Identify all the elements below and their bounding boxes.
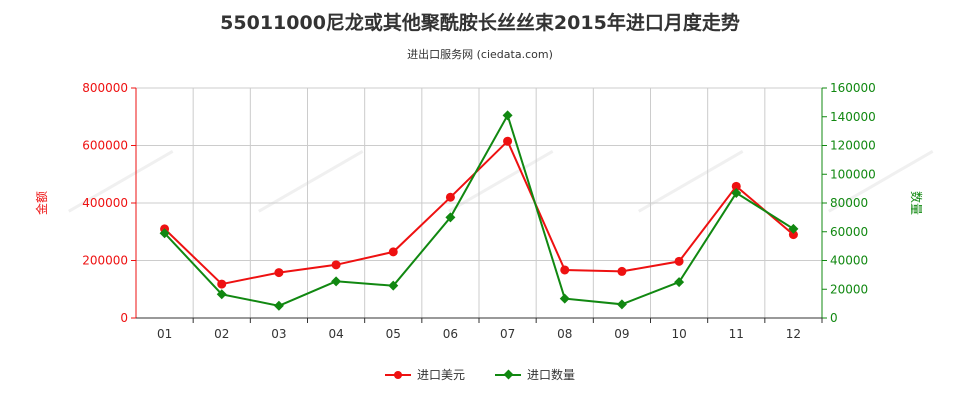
- left-tick-label: 800000: [82, 81, 128, 95]
- grid: [135, 87, 823, 319]
- x-tick-label: 04: [328, 327, 343, 341]
- data-point-import-quantity: [674, 277, 685, 288]
- legend-swatch-circle-icon: [384, 370, 411, 380]
- x-tick-label: 08: [557, 327, 572, 341]
- x-axis-ticks: 01 02 03 04 05 06 07 08 09 10 11 12: [157, 318, 823, 341]
- data-point-import-quantity: [502, 110, 513, 121]
- data-point-import-usd: [217, 279, 227, 289]
- watermark-stripe: [68, 150, 174, 213]
- x-tick-label: 10: [671, 327, 686, 341]
- right-tick-label: 80000: [830, 196, 868, 210]
- right-tick-label: 140000: [830, 110, 876, 124]
- data-point-import-quantity: [731, 187, 742, 198]
- data-point-import-usd: [617, 266, 627, 276]
- data-point-import-quantity: [216, 289, 227, 300]
- data-point-import-quantity: [331, 276, 342, 287]
- data-point-import-usd: [445, 192, 455, 202]
- data-point-import-usd: [731, 181, 741, 191]
- chart-title: 55011000尼龙或其他聚酰胺长丝丝束2015年进口月度走势: [220, 12, 740, 34]
- x-tick-label: 02: [214, 327, 229, 341]
- right-tick-label: 0: [830, 311, 838, 325]
- right-tick-label: 60000: [830, 225, 868, 239]
- legend: 进口美元 进口数量: [0, 366, 960, 383]
- right-axis-label: 数量: [909, 191, 924, 215]
- right-axis-ticks: 0 20000 40000 60000 80000 100000 120000 140000 1…: [822, 81, 876, 325]
- data-point-import-usd: [331, 260, 341, 270]
- chart-subtitle: 进出口服务网 (ciedata.com): [407, 48, 553, 61]
- data-point-import-usd: [560, 265, 570, 275]
- data-point-import-usd: [388, 247, 398, 257]
- right-tick-label: 160000: [830, 81, 876, 95]
- series-line-import-quantity: [163, 112, 794, 307]
- data-point-import-quantity: [388, 280, 399, 291]
- right-tick-label: 120000: [830, 139, 876, 153]
- x-tick-label: 11: [729, 327, 744, 341]
- data-point-import-usd: [788, 230, 798, 240]
- x-tick-label: 09: [614, 327, 629, 341]
- left-tick-label: 0: [120, 311, 128, 325]
- left-tick-label: 600000: [82, 139, 128, 153]
- right-tick-label: 40000: [830, 254, 868, 268]
- legend-item-import-usd[interactable]: 进口美元: [384, 366, 465, 383]
- left-tick-label: 200000: [82, 254, 128, 268]
- data-point-import-usd: [674, 256, 684, 266]
- watermark-stripe: [258, 150, 364, 213]
- data-point-import-quantity: [159, 228, 170, 239]
- x-tick-label: 12: [786, 327, 801, 341]
- data-point-import-quantity: [445, 212, 456, 223]
- data-point-import-quantity: [788, 223, 799, 234]
- legend-label: 进口数量: [527, 368, 576, 382]
- data-point-import-quantity: [559, 293, 570, 304]
- x-tick-label: 01: [157, 327, 172, 341]
- x-tick-label: 03: [271, 327, 286, 341]
- watermark-stripe: [828, 149, 934, 213]
- data-point-import-quantity: [616, 299, 627, 310]
- data-point-import-usd: [274, 268, 284, 278]
- legend-label: 进口美元: [416, 368, 465, 382]
- right-tick-label: 20000: [830, 282, 868, 296]
- legend-item-import-quantity[interactable]: 进口数量: [495, 366, 575, 383]
- data-point-import-usd: [503, 136, 513, 146]
- x-tick-label: 05: [386, 327, 401, 341]
- left-tick-label: 400000: [82, 196, 128, 210]
- series-line-import-usd: [163, 139, 795, 286]
- left-axis-ticks: 0 200000 400000 600000 800000: [82, 81, 136, 325]
- watermark-stripe: [448, 150, 554, 213]
- x-tick-label: 07: [500, 327, 515, 341]
- left-axis-label: 金额: [34, 191, 49, 215]
- x-tick-label: 06: [443, 327, 458, 341]
- right-tick-label: 100000: [830, 167, 876, 181]
- legend-swatch-diamond-icon: [495, 369, 521, 380]
- watermark: [68, 149, 934, 213]
- watermark-stripe: [638, 150, 744, 213]
- series: [159, 110, 799, 311]
- data-point-import-quantity: [273, 300, 284, 311]
